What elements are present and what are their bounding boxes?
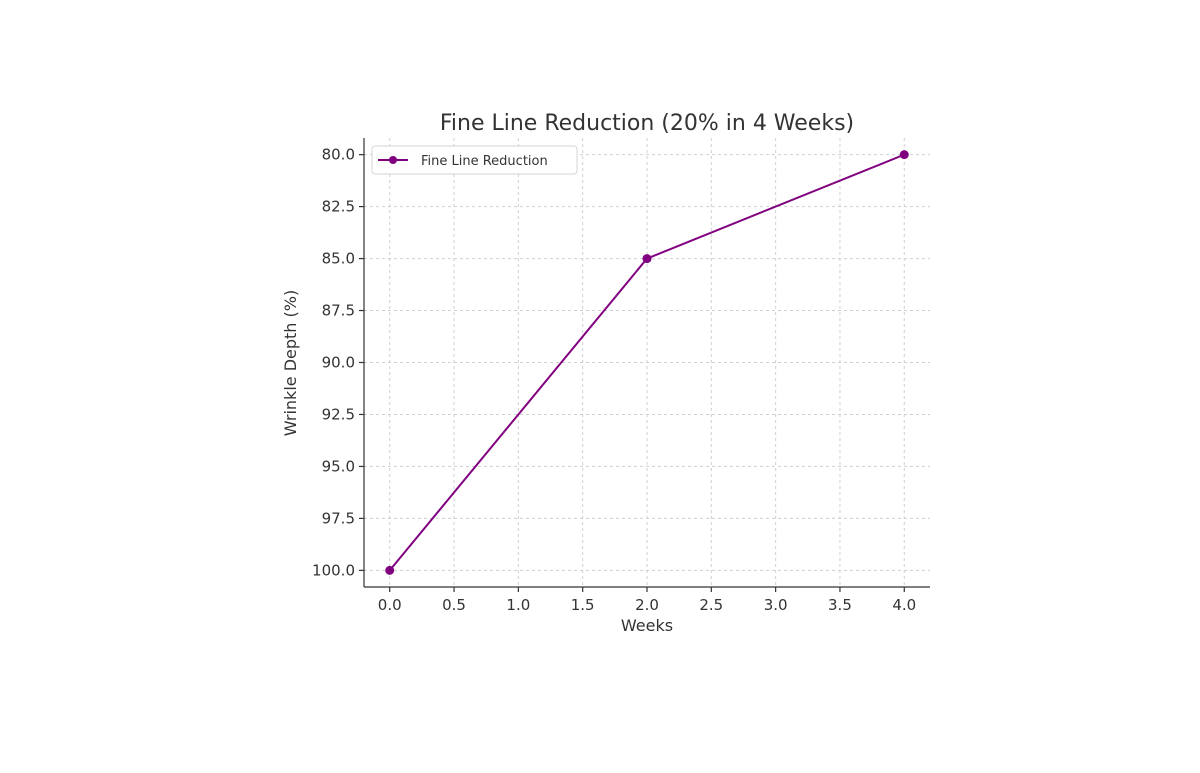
- y-axis-ticks: 80.0 82.5 85.0 87.5 90.0 92.5 95.0 97.5 100.0: [312, 146, 364, 579]
- chart-title: Fine Line Reduction (20% in 4 Weeks): [440, 111, 854, 136]
- legend-marker-swatch: [389, 156, 397, 164]
- x-tick-label-6: 3.0: [764, 596, 788, 614]
- y-axis-label: Wrinkle Depth (%): [281, 290, 300, 436]
- y-tick-label-5: 92.5: [322, 405, 355, 423]
- x-tick-label-0: 0.0: [378, 596, 402, 614]
- legend-entry-label: Fine Line Reduction: [421, 154, 548, 169]
- x-axis-ticks: 0.0 0.5 1.0 1.5 2.0 2.5 3.0 3.5 4.0: [378, 587, 916, 614]
- y-tick-label-0: 80.0: [322, 146, 355, 164]
- data-point-0-2: [899, 150, 909, 160]
- y-tick-label-6: 95.0: [322, 457, 355, 475]
- x-tick-label-4: 2.0: [635, 596, 659, 614]
- data-point-0-0: [385, 565, 395, 575]
- x-axis-label: Weeks: [621, 616, 673, 635]
- x-tick-label-2: 1.0: [506, 596, 530, 614]
- series-layer: [385, 150, 909, 575]
- x-tick-label-5: 2.5: [699, 596, 723, 614]
- y-tick-label-7: 97.5: [322, 509, 355, 527]
- x-tick-label-7: 3.5: [828, 596, 852, 614]
- y-tick-label-3: 87.5: [322, 302, 355, 320]
- y-tick-label-2: 85.0: [322, 250, 355, 268]
- x-tick-label-8: 4.0: [892, 596, 916, 614]
- y-tick-label-4: 90.0: [322, 354, 355, 372]
- x-tick-label-3: 1.5: [571, 596, 595, 614]
- y-tick-label-8: 100.0: [312, 561, 355, 579]
- legend-box: [371, 145, 578, 175]
- y-tick-label-1: 82.5: [322, 198, 355, 216]
- grid-lines: [364, 138, 930, 587]
- x-tick-label-1: 0.5: [442, 596, 466, 614]
- legend: Fine Line Reduction: [371, 145, 578, 175]
- data-point-0-1: [642, 254, 652, 264]
